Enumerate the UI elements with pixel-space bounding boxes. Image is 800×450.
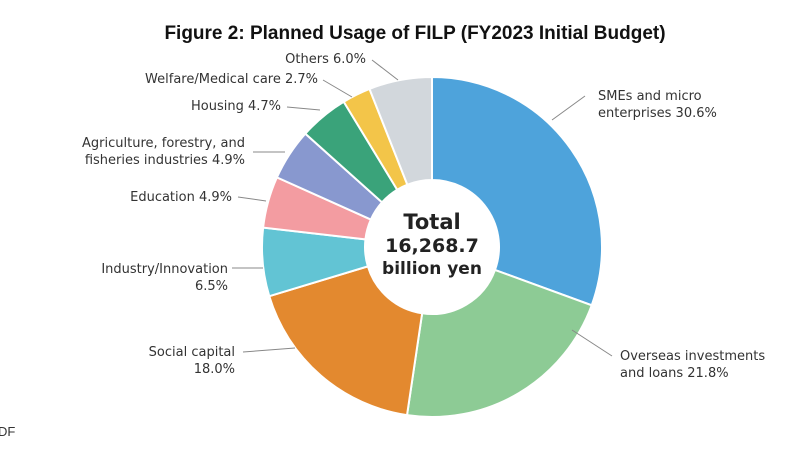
slice-label-line: Housing 4.7% [191,99,281,114]
slice-label-2: Social capital 18.0% [149,345,235,377]
center-label-line-1: 16,268.7 [385,235,479,257]
slice-label-line: Social capital [149,345,235,360]
donut-hole [365,180,499,314]
leader-line-7 [322,79,353,98]
slice-label-5: Agriculture, forestry, and fisheries indu… [82,136,245,168]
slice-label-0: SMEs and micro enterprises 30.6% [598,89,717,121]
slice-label-line: Overseas investments [620,349,765,364]
slice-label-line: and loans 21.8% [620,366,729,381]
slice-label-3: Industry/Innovation 6.5% [101,262,228,294]
center-label-line-0: Total [403,210,460,234]
slice-label-line: Welfare/Medical care 2.7% [145,72,318,87]
slice-label-4: Education 4.9% [130,190,232,205]
slice-label-line: SMEs and micro [598,89,702,104]
slice-label-line: 18.0% [194,362,235,377]
leader-line-2 [242,347,296,353]
slice-label-7: Welfare/Medical care 2.7% [145,72,318,87]
slice-label-8: Others 6.0% [285,52,366,67]
leader-line-8 [371,59,399,81]
leader-line-0 [551,95,586,121]
slice-label-line: enterprises 30.6% [598,106,717,121]
slice-label-line: Agriculture, forestry, and [82,136,245,151]
footer-fragment: DF [0,424,16,439]
leader-line-4 [237,196,267,202]
chart-title: Figure 2: Planned Usage of FILP (FY2023 … [164,23,666,44]
slice-label-6: Housing 4.7% [191,99,281,114]
slice-label-line: fisheries industries 4.9% [85,153,245,168]
slice-label-line: Industry/Innovation [101,262,228,277]
slice-label-1: Overseas investments and loans 21.8% [620,349,765,381]
slice-label-line: Education 4.9% [130,190,232,205]
center-label-line-2: billion yen [382,259,482,279]
slice-label-line: Others 6.0% [285,52,366,67]
leader-line-1 [571,329,613,357]
slice-label-line: 6.5% [195,279,228,294]
leader-line-6 [286,106,321,111]
